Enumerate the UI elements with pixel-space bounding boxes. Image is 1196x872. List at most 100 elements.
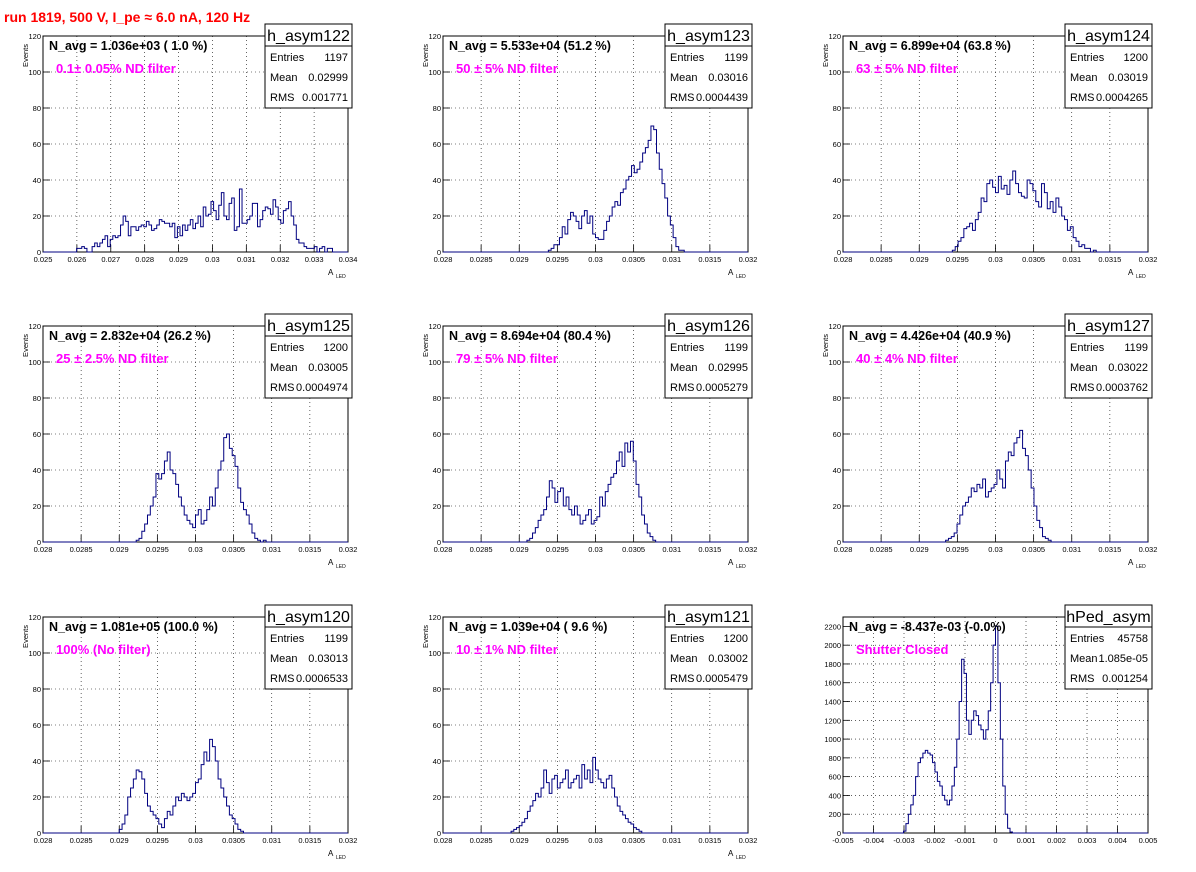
y-tick-label: 0 xyxy=(37,829,41,838)
histogram-series xyxy=(443,440,748,543)
stats-key: RMS xyxy=(270,92,294,104)
x-axis-label-sub: LED xyxy=(736,564,746,570)
y-tick-label: 100 xyxy=(828,358,841,367)
stats-value: 0.03013 xyxy=(308,653,348,665)
y-tick-label: 40 xyxy=(33,176,41,185)
stats-value: 0.03019 xyxy=(1108,72,1148,84)
histogram-panel-h_asym126: 0.028 0.0285 0.029 0.0295 0.03 0.0305 0.031 0.0… xyxy=(421,313,757,570)
stats-key: Entries xyxy=(1070,52,1105,64)
stats-key: Entries xyxy=(670,342,705,354)
x-tick-label: -0.003 xyxy=(893,836,914,845)
y-tick-label: 40 xyxy=(833,176,841,185)
stats-key: RMS xyxy=(1070,382,1094,394)
x-tick-label: 0.03 xyxy=(188,836,203,845)
x-tick-label: 0.0315 xyxy=(298,836,321,845)
y-tick-label: 60 xyxy=(33,430,41,439)
y-tick-label: 80 xyxy=(33,685,41,694)
stats-value: 0.03022 xyxy=(1108,362,1148,374)
y-tick-label: 80 xyxy=(433,394,441,403)
stats-key: Entries xyxy=(670,633,705,645)
filter-label: 100% (No filter) xyxy=(56,642,151,657)
y-tick-label: 0 xyxy=(437,829,441,838)
x-tick-label: -0.004 xyxy=(863,836,884,845)
filter-label: 40 ± 4% ND filter xyxy=(856,351,958,366)
x-tick-label: 0.032 xyxy=(1139,545,1158,554)
y-tick-label: 100 xyxy=(28,358,41,367)
y-tick-label: 60 xyxy=(33,721,41,730)
y-tick-label: 60 xyxy=(433,430,441,439)
stats-title: h_asym122 xyxy=(267,28,350,45)
x-tick-label: 0.033 xyxy=(305,255,324,264)
stats-value: 1199 xyxy=(724,342,748,354)
x-tick-label: 0.028 xyxy=(135,255,154,264)
y-tick-label: 100 xyxy=(428,358,441,367)
x-axis-label: A xyxy=(328,558,334,567)
histogram-series xyxy=(43,188,348,253)
stats-box xyxy=(1064,313,1153,399)
x-axis-label-sub: LED xyxy=(336,564,346,570)
stats-key: RMS xyxy=(670,92,694,104)
x-tick-label: 0.029 xyxy=(910,545,929,554)
x-tick-label: 0.031 xyxy=(1062,255,1081,264)
x-tick-label: 0.029 xyxy=(510,836,529,845)
filter-label: 10 ± 1% ND filter xyxy=(456,642,558,657)
x-axis-label-sub: LED xyxy=(1136,274,1146,280)
y-tick-label: 200 xyxy=(828,810,841,819)
y-tick-label: 120 xyxy=(828,322,841,331)
navg-label: N_avg = 1.081e+05 (100.0 %) xyxy=(49,620,218,634)
x-tick-label: 0.0295 xyxy=(146,836,169,845)
x-tick-label: 0.0305 xyxy=(222,545,245,554)
x-tick-label: 0.0305 xyxy=(622,545,645,554)
x-tick-label: 0.0285 xyxy=(470,255,493,264)
y-tick-label: 100 xyxy=(428,68,441,77)
x-axis-label: A xyxy=(328,849,334,858)
x-tick-label: 0.03 xyxy=(588,836,603,845)
run-title: run 1819, 500 V, I_pe ≈ 6.0 nA, 120 Hz xyxy=(4,9,251,25)
y-tick-label: 20 xyxy=(33,502,41,511)
y-tick-label: 80 xyxy=(833,394,841,403)
stats-value: 0.0006533 xyxy=(296,673,348,685)
x-tick-label: 0.032 xyxy=(339,545,358,554)
x-tick-label: 0.0305 xyxy=(622,836,645,845)
stats-key: RMS xyxy=(1070,673,1094,685)
stats-value: 0.03016 xyxy=(708,72,748,84)
stats-key: Entries xyxy=(270,633,305,645)
x-axis-label-sub: LED xyxy=(736,274,746,280)
x-axis-label-sub: LED xyxy=(336,855,346,861)
y-tick-label: 0 xyxy=(837,829,841,838)
x-tick-label: 0.0285 xyxy=(70,836,93,845)
x-axis-label-sub: LED xyxy=(1136,564,1146,570)
histogram-series xyxy=(843,625,1148,834)
x-tick-label: 0.0315 xyxy=(698,545,721,554)
stats-value: 0.0003762 xyxy=(1096,382,1148,394)
stats-title: h_asym123 xyxy=(667,28,750,45)
x-tick-label: 0.028 xyxy=(434,836,453,845)
y-tick-label: 60 xyxy=(33,140,41,149)
x-tick-label: 0.025 xyxy=(34,255,53,264)
filter-label: 63 ± 5% ND filter xyxy=(856,61,958,76)
x-tick-label: 0.029 xyxy=(510,255,529,264)
x-tick-label: 0.031 xyxy=(662,545,681,554)
y-tick-label: 0 xyxy=(837,248,841,257)
y-tick-label: 120 xyxy=(428,32,441,41)
navg-label: N_avg = 4.426e+04 (40.9 %) xyxy=(849,329,1011,343)
stats-key: Entries xyxy=(670,52,705,64)
stats-key: Mean xyxy=(1070,362,1098,374)
histogram-panel-h_asym122: 0.025 0.026 0.027 0.028 0.029 0.03 0.031 0.032 0… xyxy=(21,23,358,280)
stats-key: RMS xyxy=(670,673,694,685)
y-tick-label: 120 xyxy=(28,32,41,41)
y-tick-label: 600 xyxy=(828,773,841,782)
x-tick-label: 0.004 xyxy=(1108,836,1127,845)
y-tick-label: 20 xyxy=(33,212,41,221)
x-tick-label: 0.032 xyxy=(739,836,758,845)
y-tick-label: 120 xyxy=(828,32,841,41)
x-tick-label: 0.034 xyxy=(339,255,358,264)
histogram-panel-h_asym120: 0.028 0.0285 0.029 0.0295 0.03 0.0305 0.031 0.0… xyxy=(21,604,357,861)
x-tick-label: 0.03 xyxy=(988,545,1003,554)
stats-box xyxy=(264,313,353,399)
x-tick-label: 0.0285 xyxy=(70,545,93,554)
x-tick-label: 0.0295 xyxy=(546,545,569,554)
x-tick-label: 0.031 xyxy=(662,836,681,845)
x-tick-label: 0.029 xyxy=(110,836,129,845)
x-tick-label: 0.031 xyxy=(662,255,681,264)
